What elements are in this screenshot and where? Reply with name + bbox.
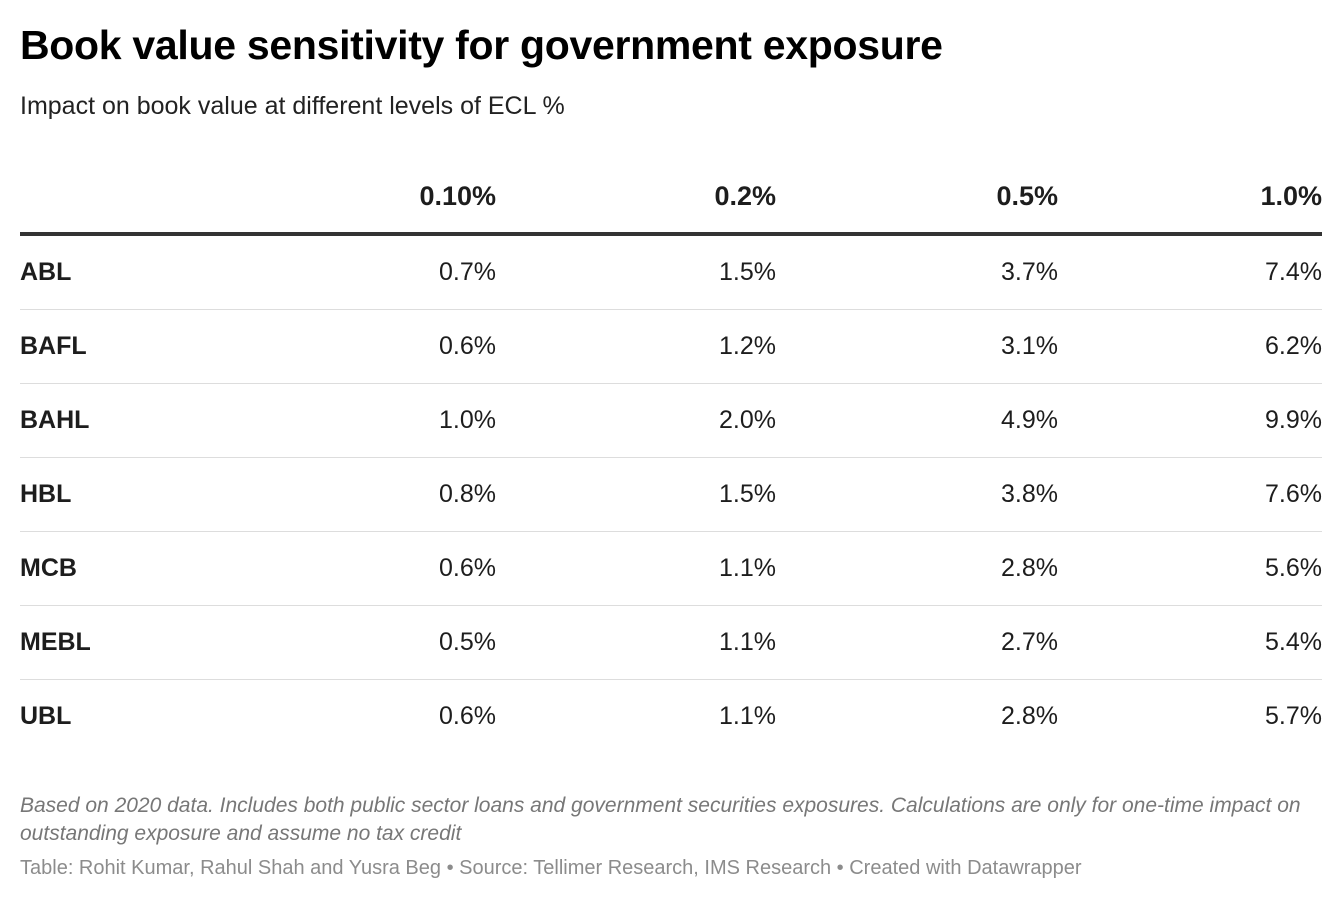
table-cell: 0.8% [216, 457, 496, 532]
table-cell: 6.2% [1058, 309, 1322, 384]
table-cell: 7.6% [1058, 457, 1322, 532]
table-cell: 1.0% [216, 383, 496, 458]
table-cell: 9.9% [1058, 383, 1322, 458]
table-cell: 1.5% [496, 234, 776, 310]
table-row: BAHL 1.0% 2.0% 4.9% 9.9% [20, 383, 1322, 458]
table-cell: 5.4% [1058, 605, 1322, 680]
table-cell: 1.5% [496, 457, 776, 532]
table-cell: 1.1% [496, 605, 776, 680]
table-row: BAFL 0.6% 1.2% 3.1% 6.2% [20, 309, 1322, 384]
row-label: MEBL [20, 605, 216, 680]
table-cell: 7.4% [1058, 234, 1322, 310]
table-notes: Based on 2020 data. Includes both public… [20, 794, 1301, 845]
table-cell: 2.8% [776, 531, 1058, 606]
table-row: UBL 0.6% 1.1% 2.8% 5.7% [20, 680, 1322, 754]
row-label: MCB [20, 531, 216, 606]
column-header[interactable]: 0.2% [496, 160, 776, 236]
table-row: ABL 0.7% 1.5% 3.7% 7.4% [20, 234, 1322, 310]
table-cell: 3.8% [776, 457, 1058, 532]
table-credits: Table: Rohit Kumar, Rahul Shah and Yusra… [20, 857, 1082, 879]
table-row: MEBL 0.5% 1.1% 2.7% 5.4% [20, 605, 1322, 680]
table-cell: 0.5% [216, 605, 496, 680]
table-cell: 2.0% [496, 383, 776, 458]
table-cell: 0.6% [216, 309, 496, 384]
row-label: BAFL [20, 309, 216, 384]
column-header[interactable]: 0.5% [776, 160, 1058, 236]
column-header[interactable]: 0.10% [216, 160, 496, 236]
table-header-row: 0.10% 0.2% 0.5% 1.0% [20, 160, 1322, 236]
table-cell: 3.7% [776, 234, 1058, 310]
table-cell: 1.1% [719, 702, 776, 730]
column-header[interactable] [20, 160, 216, 236]
table-cell: 0.6% [216, 531, 496, 606]
data-table: 0.10% 0.2% 0.5% 1.0% ABL 0.7% 1.5% 3.7% … [20, 160, 1322, 753]
chart-title: Book value sensitivity for government ex… [20, 22, 943, 68]
row-label: ABL [20, 234, 216, 310]
row-label: HBL [20, 457, 216, 532]
table-row: MCB 0.6% 1.1% 2.8% 5.6% [20, 531, 1322, 606]
row-label: BAHL [20, 383, 216, 458]
table-cell: 2.8% [1001, 702, 1058, 730]
table-cell: 0.6% [439, 702, 496, 730]
table-cell: 5.6% [1058, 531, 1322, 606]
table-cell: 2.7% [776, 605, 1058, 680]
table-row: HBL 0.8% 1.5% 3.8% 7.6% [20, 457, 1322, 532]
table-cell: 1.2% [496, 309, 776, 384]
column-header[interactable]: 1.0% [1058, 160, 1322, 236]
chart-subtitle: Impact on book value at different levels… [20, 92, 565, 120]
table-cell: 4.9% [776, 383, 1058, 458]
row-label: UBL [20, 702, 72, 730]
table-cell: 1.1% [496, 531, 776, 606]
table-cell: 3.1% [776, 309, 1058, 384]
table-cell: 0.7% [216, 234, 496, 310]
table-cell: 5.7% [1265, 702, 1322, 730]
